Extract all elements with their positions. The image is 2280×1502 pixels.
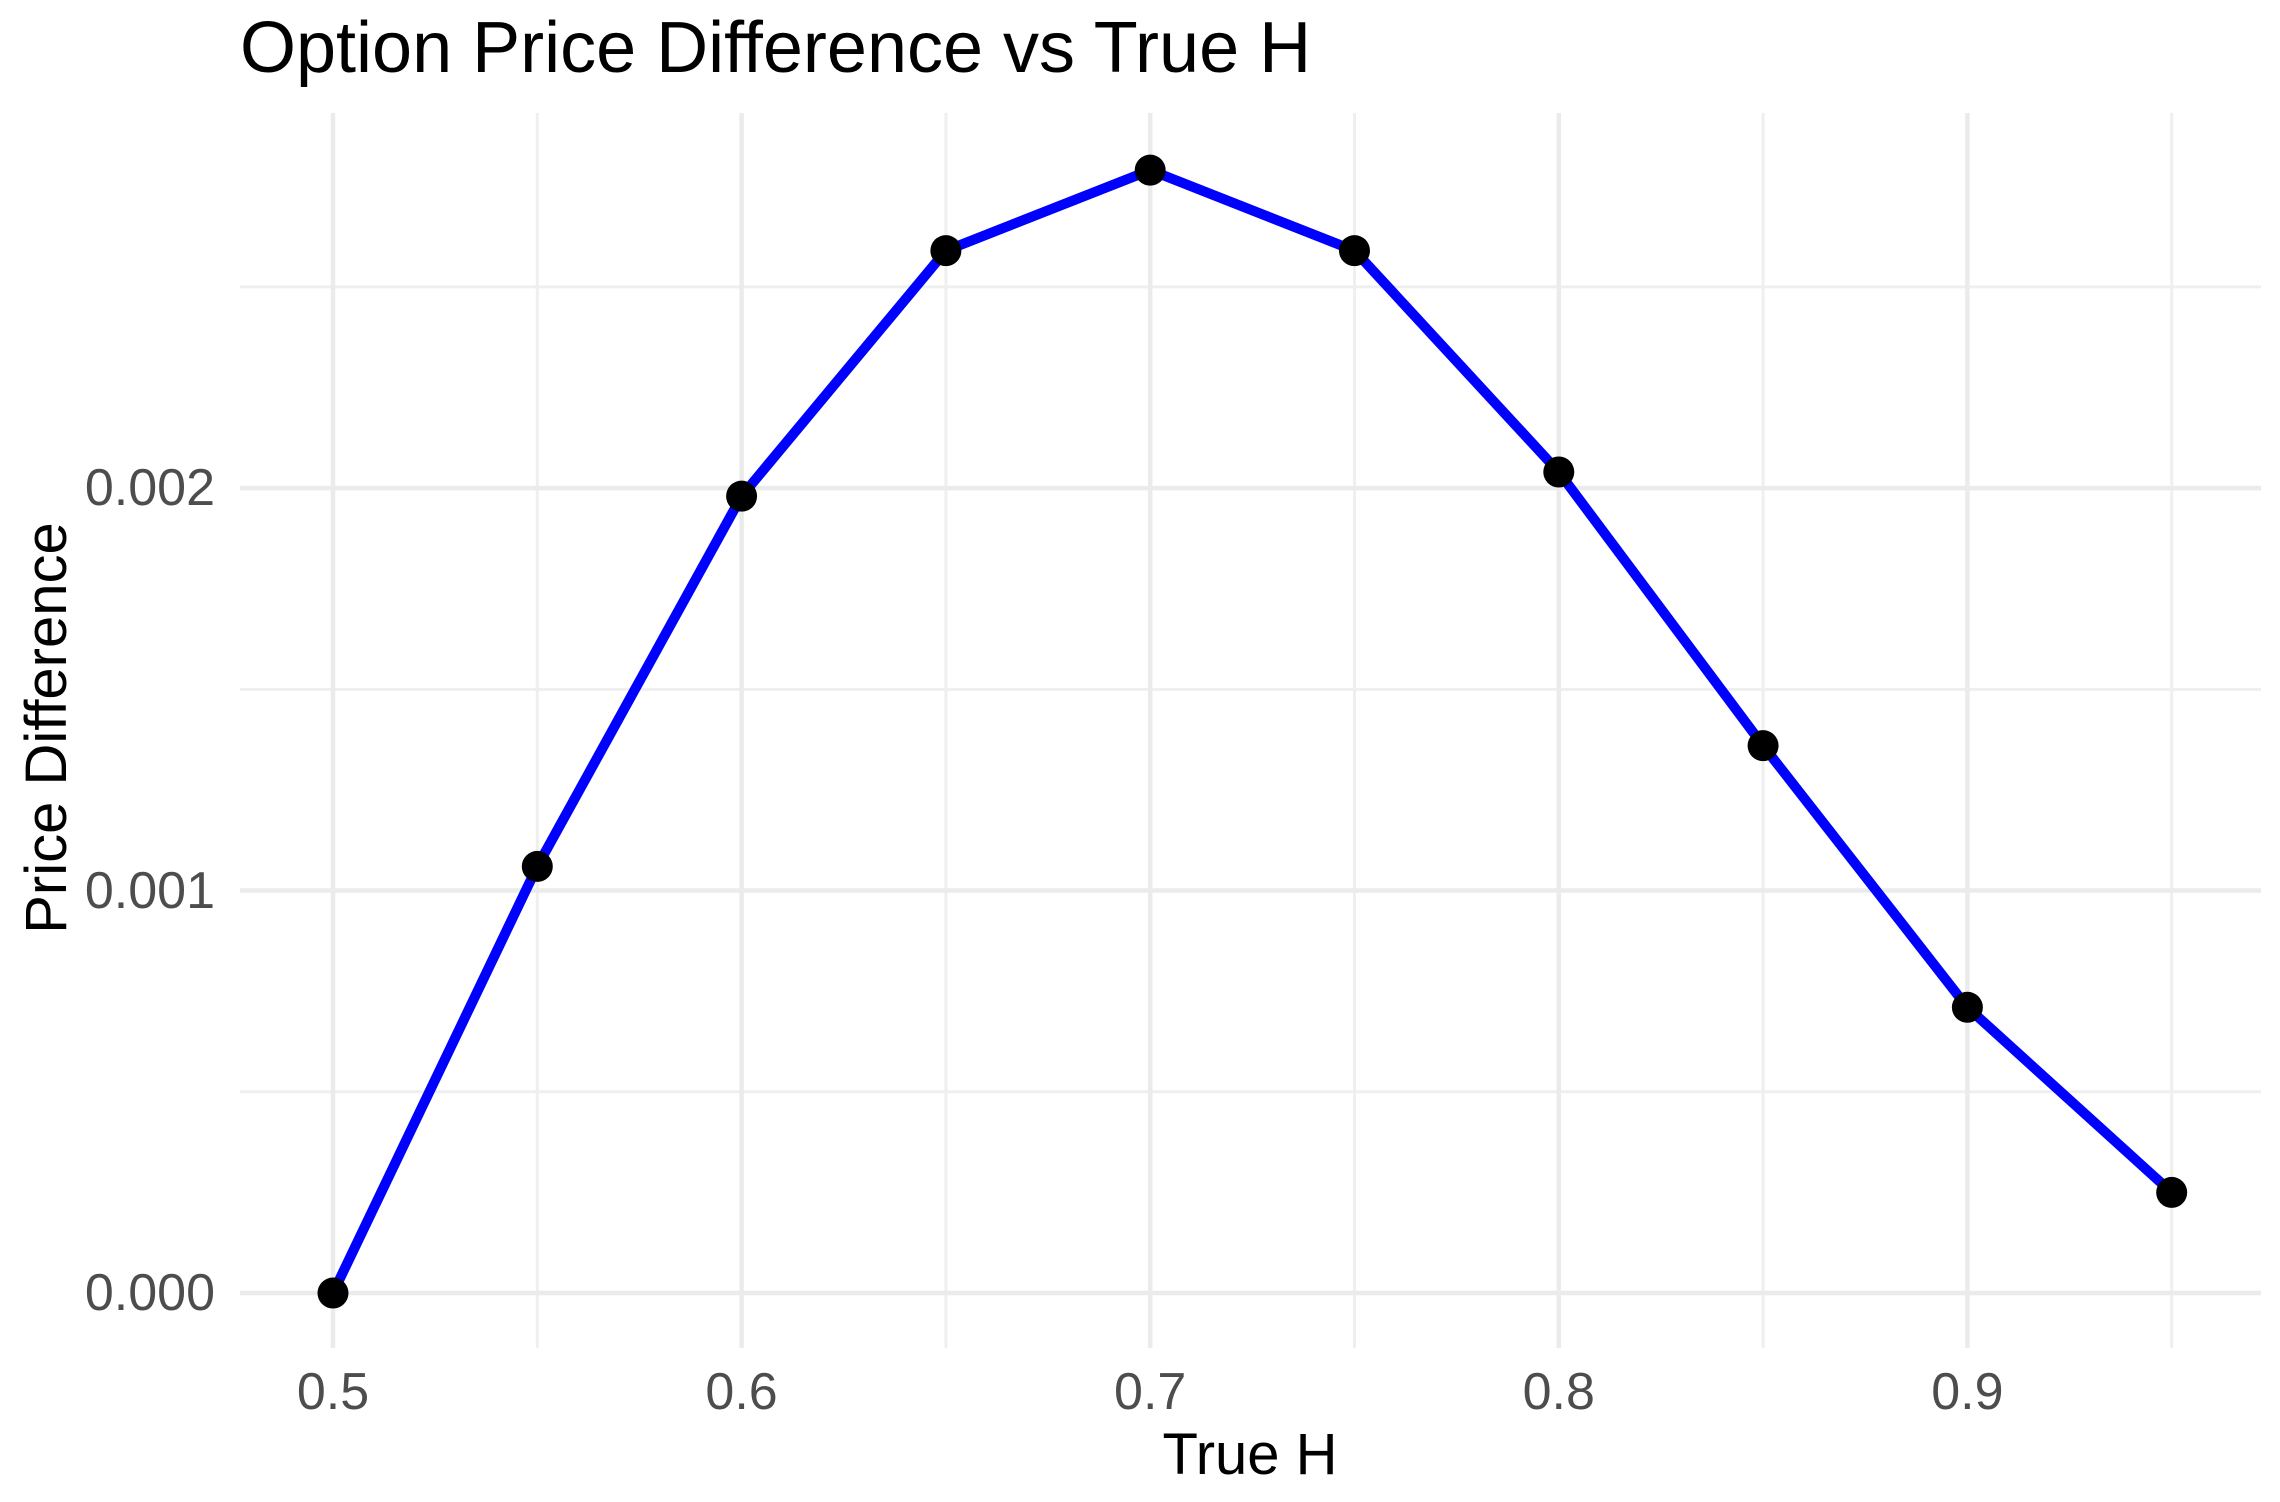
x-tick-label: 0.6 — [705, 1363, 778, 1421]
data-line — [328, 165, 2176, 1296]
y-axis-title: Price Difference — [14, 522, 79, 934]
data-point — [1134, 154, 1166, 186]
y-tick-label: 0.000 — [84, 1264, 215, 1323]
x-tick-label: 0.5 — [296, 1363, 370, 1421]
data-point — [1543, 456, 1575, 488]
x-tick-label: 0.7 — [1114, 1363, 1187, 1421]
data-point — [317, 1277, 349, 1309]
data-point — [1747, 730, 1779, 762]
data-point — [2156, 1176, 2188, 1208]
x-tick-label: 0.9 — [1931, 1363, 2004, 1421]
data-point — [930, 235, 962, 267]
x-tick-label: 0.8 — [1522, 1363, 1595, 1421]
chart-title: Option Price Difference vs True H — [240, 8, 1312, 88]
data-point — [1951, 991, 1983, 1023]
data-point — [1338, 235, 1370, 267]
y-tick-label: 0.002 — [84, 459, 215, 518]
data-point — [726, 480, 758, 512]
y-tick-label: 0.001 — [84, 861, 215, 920]
data-point — [521, 850, 553, 882]
x-axis-title: True H — [1162, 1422, 1338, 1487]
